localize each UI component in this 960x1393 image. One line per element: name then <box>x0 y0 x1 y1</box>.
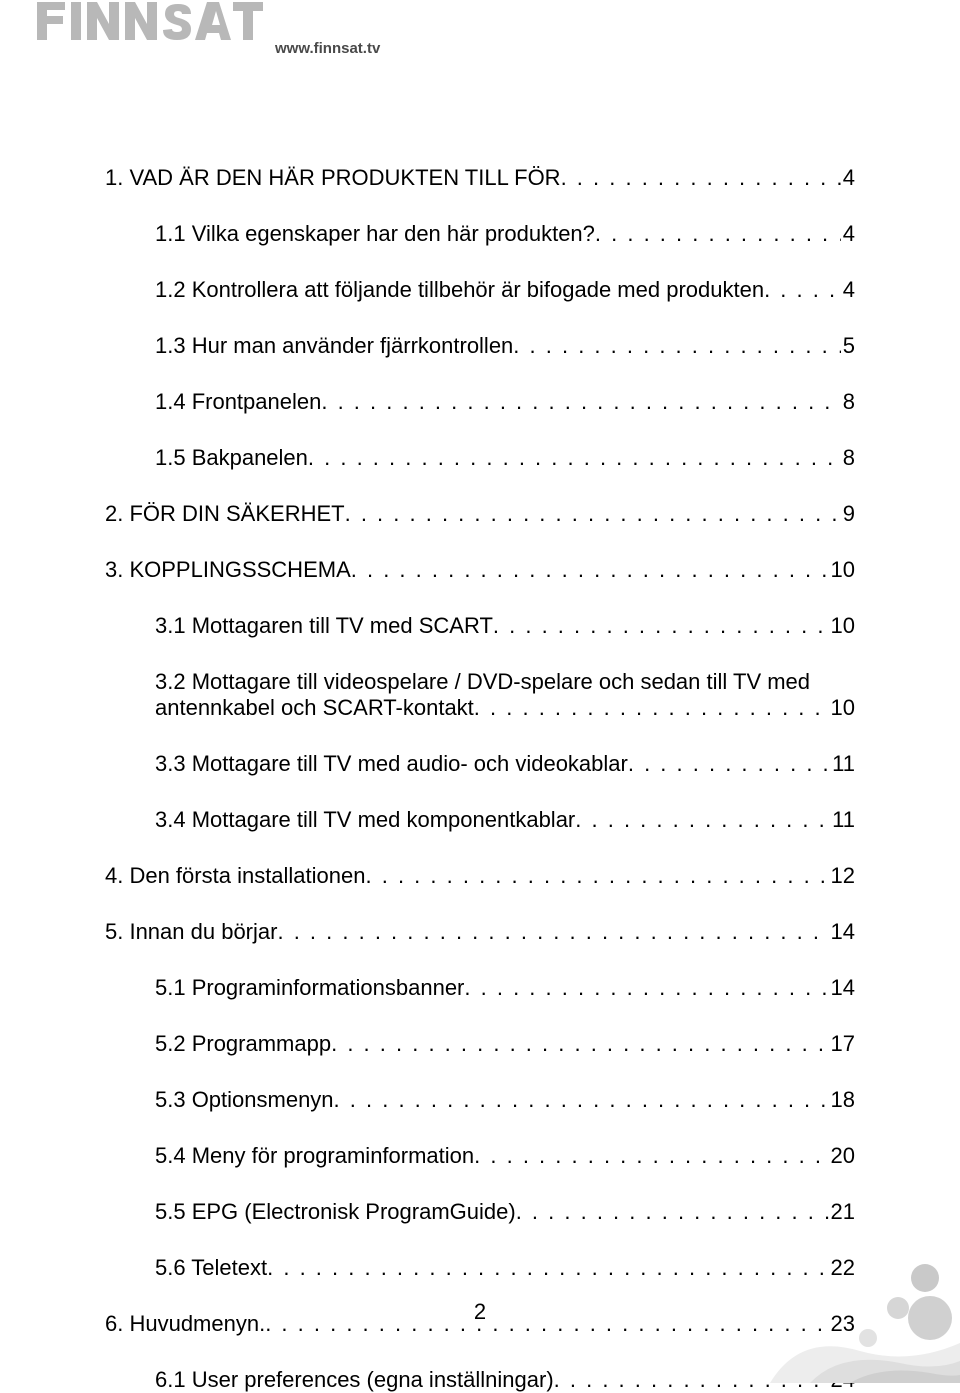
toc-page: 4 <box>841 221 855 247</box>
toc-page: 21 <box>829 1199 855 1225</box>
toc-page: 8 <box>841 389 855 415</box>
toc-entry: 5.2 Programmapp . . . . . . . . . . . . … <box>105 1031 855 1057</box>
toc-leader-dots: . . . . . . . . . . . . . . . . . . . . … <box>516 1199 829 1225</box>
toc-leader-dots: . . . . . . . . . . . . . . . . . . . . … <box>493 613 829 639</box>
toc-label: 3.2 Mottagare till videospelare / DVD-sp… <box>155 669 810 695</box>
toc-label: 1.1 Vilka egenskaper har den här produkt… <box>155 221 595 247</box>
toc-page: 18 <box>829 1087 855 1113</box>
toc-entry: 5.6 Teletext . . . . . . . . . . . . . .… <box>105 1255 855 1281</box>
toc-page: 24 <box>829 1367 855 1393</box>
toc-leader-dots: . . . . . . . . . . . . . . . . . . . . … <box>308 445 841 471</box>
toc-label: 3. KOPPLINGSSCHEMA <box>105 557 351 583</box>
toc-leader-dots: . . . . . . . . . . . . . . . . . . . . … <box>513 333 840 359</box>
toc-entry: 5.3 Optionsmenyn . . . . . . . . . . . .… <box>105 1087 855 1113</box>
page-number: 2 <box>0 1299 960 1325</box>
toc-entry: 2. FÖR DIN SÄKERHET . . . . . . . . . . … <box>105 501 855 527</box>
toc-entry: 3.3 Mottagare till TV med audio- och vid… <box>105 751 855 777</box>
toc-entry: 1.2 Kontrollera att följande tillbehör ä… <box>105 277 855 303</box>
toc-entry: 1.4 Frontpanelen . . . . . . . . . . . .… <box>105 389 855 415</box>
toc-page: 22 <box>829 1255 855 1281</box>
toc-page: 8 <box>841 445 855 471</box>
toc-page: 12 <box>829 863 855 889</box>
toc-label: 5.4 Meny för programinformation <box>155 1143 474 1169</box>
toc-label: 2. FÖR DIN SÄKERHET <box>105 501 345 527</box>
toc-leader-dots: . . . . . . . . . . . . . . . . . . . . … <box>321 389 840 415</box>
toc-leader-dots: . . . . . . . . . . . . . . . . . . . . … <box>366 863 829 889</box>
toc-label: 5. Innan du börjar <box>105 919 277 945</box>
table-of-contents: 1. VAD ÄR DEN HÄR PRODUKTEN TILL FÖR . .… <box>0 70 960 1393</box>
toc-leader-dots: . . . . . . . . . . . . . . . . . . . . … <box>464 975 828 1001</box>
toc-leader-dots: . . . . . . . . . . . . . . . . . . . . … <box>277 919 828 945</box>
toc-page: 9 <box>841 501 855 527</box>
toc-entry: 3.4 Mottagare till TV med komponentkabla… <box>105 807 855 833</box>
toc-page: 10 <box>829 695 855 721</box>
toc-leader-dots: . . . . . . . . . . . . . . . . . . . . … <box>334 1087 829 1113</box>
toc-page: 14 <box>829 975 855 1001</box>
toc-leader-dots: . . . . . . . . . . . . . . . . . . . . … <box>331 1031 828 1057</box>
toc-label: 1.3 Hur man använder fjärrkontrollen <box>155 333 513 359</box>
toc-page: 11 <box>830 751 855 777</box>
toc-entry: 1. VAD ÄR DEN HÄR PRODUKTEN TILL FÖR . .… <box>105 165 855 191</box>
toc-leader-dots: . . . . . . . . . . . . . . . . . . . . … <box>628 751 830 777</box>
toc-entry: 6.1 User preferences (egna inställningar… <box>105 1367 855 1393</box>
toc-page: 14 <box>829 919 855 945</box>
toc-page: 4 <box>841 277 855 303</box>
toc-page: 5 <box>841 333 855 359</box>
toc-label: 3.1 Mottagaren till TV med SCART <box>155 613 493 639</box>
toc-entry: 5.5 EPG (Electronisk ProgramGuide) . . .… <box>105 1199 855 1225</box>
toc-leader-dots: . . . . . . . . . . . . . . . . . . . . … <box>345 501 841 527</box>
toc-label: 5.6 Teletext <box>155 1255 267 1281</box>
toc-label: 3.3 Mottagare till TV med audio- och vid… <box>155 751 628 777</box>
toc-page: 4 <box>841 165 855 191</box>
toc-label: 1.2 Kontrollera att följande tillbehör ä… <box>155 277 764 303</box>
toc-entry: 5. Innan du börjar . . . . . . . . . . .… <box>105 919 855 945</box>
toc-entry: 5.1 Programinformationsbanner . . . . . … <box>105 975 855 1001</box>
toc-entry: 1.3 Hur man använder fjärrkontrollen . .… <box>105 333 855 359</box>
page-header: www.finnsat.tv <box>0 0 960 70</box>
toc-label: antennkabel och SCART-kontakt <box>155 695 474 721</box>
toc-page: 20 <box>829 1143 855 1169</box>
toc-label: 6.1 User preferences (egna inställningar… <box>155 1367 554 1393</box>
toc-entry: 5.4 Meny för programinformation . . . . … <box>105 1143 855 1169</box>
toc-entry: 3. KOPPLINGSSCHEMA . . . . . . . . . . .… <box>105 557 855 583</box>
toc-page: 11 <box>830 807 855 833</box>
toc-label: 5.3 Optionsmenyn <box>155 1087 334 1113</box>
toc-entry: 1.5 Bakpanelen . . . . . . . . . . . . .… <box>105 445 855 471</box>
toc-label: 5.1 Programinformationsbanner <box>155 975 464 1001</box>
toc-leader-dots: . . . . . . . . . . . . . . . . . . . . … <box>575 807 830 833</box>
toc-leader-dots: . . . . . . . . . . . . . . . . . . . . … <box>595 221 841 247</box>
toc-page: 10 <box>829 557 855 583</box>
toc-page: 17 <box>829 1031 855 1057</box>
toc-entry: 3.2 Mottagare till videospelare / DVD-sp… <box>105 669 855 721</box>
toc-leader-dots: . . . . . . . . . . . . . . . . . . . . … <box>561 165 841 191</box>
toc-page: 10 <box>829 613 855 639</box>
finnsat-logo <box>35 0 265 44</box>
toc-leader-dots: . . . . . . . . . . . . . . . . . . . . … <box>474 1143 828 1169</box>
toc-leader-dots: . . . . . . . . . . . . . . . . . . . . … <box>764 277 841 303</box>
toc-label: 3.4 Mottagare till TV med komponentkabla… <box>155 807 575 833</box>
toc-label: 5.2 Programmapp <box>155 1031 331 1057</box>
toc-label: 1.4 Frontpanelen <box>155 389 321 415</box>
toc-label: 4. Den första installationen <box>105 863 366 889</box>
toc-leader-dots: . . . . . . . . . . . . . . . . . . . . … <box>554 1367 829 1393</box>
toc-entry: 3.1 Mottagaren till TV med SCART . . . .… <box>105 613 855 639</box>
toc-leader-dots: . . . . . . . . . . . . . . . . . . . . … <box>267 1255 828 1281</box>
toc-label: 1.5 Bakpanelen <box>155 445 308 471</box>
toc-label: 5.5 EPG (Electronisk ProgramGuide) <box>155 1199 516 1225</box>
toc-entry: 1.1 Vilka egenskaper har den här produkt… <box>105 221 855 247</box>
toc-leader-dots: . . . . . . . . . . . . . . . . . . . . … <box>351 557 829 583</box>
toc-label: 1. VAD ÄR DEN HÄR PRODUKTEN TILL FÖR <box>105 165 561 191</box>
toc-entry: 4. Den första installationen . . . . . .… <box>105 863 855 889</box>
header-url: www.finnsat.tv <box>275 40 380 57</box>
toc-leader-dots: . . . . . . . . . . . . . . . . . . . . … <box>474 695 829 721</box>
